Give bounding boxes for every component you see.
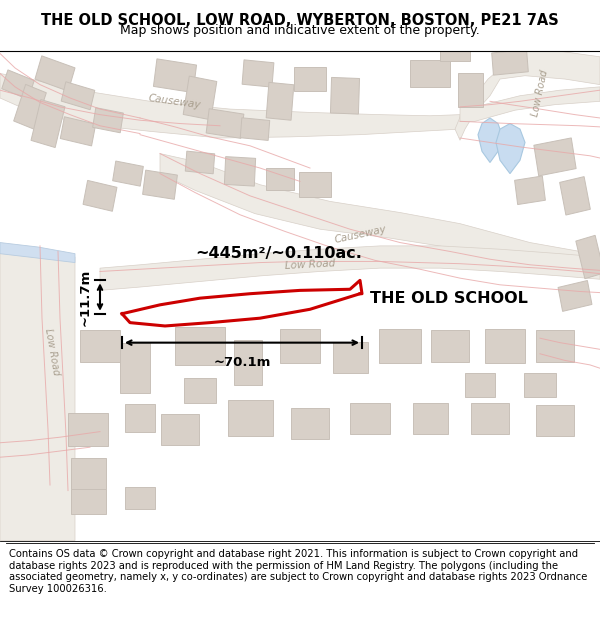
Polygon shape <box>240 118 270 141</box>
Polygon shape <box>560 177 590 215</box>
Polygon shape <box>350 402 390 434</box>
Polygon shape <box>460 87 600 121</box>
Text: THE OLD SCHOOL: THE OLD SCHOOL <box>370 291 528 306</box>
Polygon shape <box>242 60 274 87</box>
Polygon shape <box>71 489 106 514</box>
Polygon shape <box>299 173 331 197</box>
Polygon shape <box>0 74 460 138</box>
Polygon shape <box>185 151 215 174</box>
Polygon shape <box>175 326 225 366</box>
Text: ~11.7m: ~11.7m <box>79 268 92 326</box>
Text: Low Road: Low Road <box>284 259 335 271</box>
Polygon shape <box>478 118 502 162</box>
Polygon shape <box>515 176 545 204</box>
Text: THE OLD SCHOOL, LOW ROAD, WYBERTON, BOSTON, PE21 7AS: THE OLD SCHOOL, LOW ROAD, WYBERTON, BOST… <box>41 12 559 28</box>
Polygon shape <box>60 117 96 146</box>
Polygon shape <box>154 59 197 92</box>
Polygon shape <box>100 246 600 291</box>
Text: ~70.1m: ~70.1m <box>214 356 271 369</box>
Text: Causeway: Causeway <box>333 224 387 245</box>
Polygon shape <box>71 458 106 489</box>
Polygon shape <box>331 78 359 114</box>
Polygon shape <box>83 181 117 211</box>
Polygon shape <box>0 242 75 262</box>
Polygon shape <box>224 157 256 186</box>
Polygon shape <box>576 236 600 279</box>
Polygon shape <box>491 49 529 75</box>
Polygon shape <box>471 402 509 434</box>
Polygon shape <box>465 372 495 397</box>
Polygon shape <box>410 59 450 88</box>
Polygon shape <box>125 488 155 509</box>
Polygon shape <box>455 51 600 140</box>
Polygon shape <box>183 76 217 120</box>
Polygon shape <box>113 161 143 186</box>
Polygon shape <box>92 107 124 132</box>
Polygon shape <box>379 329 421 362</box>
Polygon shape <box>496 124 525 174</box>
Polygon shape <box>280 329 320 362</box>
Text: Causeway: Causeway <box>148 92 202 110</box>
Text: Contains OS data © Crown copyright and database right 2021. This information is : Contains OS data © Crown copyright and d… <box>9 549 587 594</box>
Polygon shape <box>485 329 525 362</box>
Text: ~445m²/~0.110ac.: ~445m²/~0.110ac. <box>195 246 362 261</box>
Polygon shape <box>206 109 244 138</box>
Polygon shape <box>184 378 216 402</box>
Polygon shape <box>0 246 75 541</box>
Polygon shape <box>266 168 294 190</box>
Polygon shape <box>125 404 155 432</box>
Polygon shape <box>120 343 150 393</box>
Polygon shape <box>234 341 262 385</box>
Polygon shape <box>161 414 199 445</box>
Polygon shape <box>61 82 95 110</box>
Polygon shape <box>31 99 65 148</box>
Polygon shape <box>294 67 326 91</box>
Polygon shape <box>536 331 574 361</box>
Polygon shape <box>80 331 120 361</box>
Polygon shape <box>2 70 34 99</box>
Polygon shape <box>440 41 470 61</box>
Polygon shape <box>536 405 574 436</box>
Text: Low Road: Low Road <box>43 328 61 376</box>
Polygon shape <box>558 281 592 311</box>
Text: Low Road: Low Road <box>530 69 550 118</box>
Polygon shape <box>524 372 556 397</box>
Polygon shape <box>458 74 482 107</box>
Polygon shape <box>291 408 329 439</box>
Polygon shape <box>431 331 469 361</box>
Polygon shape <box>332 341 367 372</box>
Polygon shape <box>266 82 294 120</box>
Polygon shape <box>227 401 272 436</box>
Polygon shape <box>413 402 448 434</box>
Polygon shape <box>160 154 600 274</box>
Polygon shape <box>14 84 46 129</box>
Text: Map shows position and indicative extent of the property.: Map shows position and indicative extent… <box>120 24 480 37</box>
Polygon shape <box>68 412 108 446</box>
Polygon shape <box>35 56 75 91</box>
Polygon shape <box>143 170 178 199</box>
Polygon shape <box>534 138 576 176</box>
